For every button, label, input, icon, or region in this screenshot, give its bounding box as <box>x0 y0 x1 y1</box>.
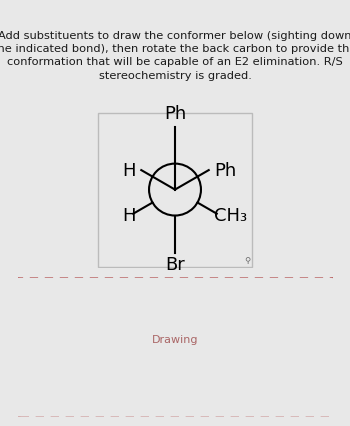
Text: Add substituents to draw the conformer below (sighting down
the indicated bond),: Add substituents to draw the conformer b… <box>0 31 350 81</box>
Text: Ph: Ph <box>214 162 236 180</box>
Text: Br: Br <box>165 256 185 274</box>
Text: H: H <box>122 162 136 180</box>
Text: Ph: Ph <box>164 105 186 123</box>
Text: Drawing: Drawing <box>152 335 198 345</box>
Text: H: H <box>122 207 136 225</box>
Text: ⚲: ⚲ <box>244 256 250 265</box>
Text: CH₃: CH₃ <box>214 207 247 225</box>
FancyBboxPatch shape <box>98 112 252 267</box>
FancyBboxPatch shape <box>14 277 336 417</box>
